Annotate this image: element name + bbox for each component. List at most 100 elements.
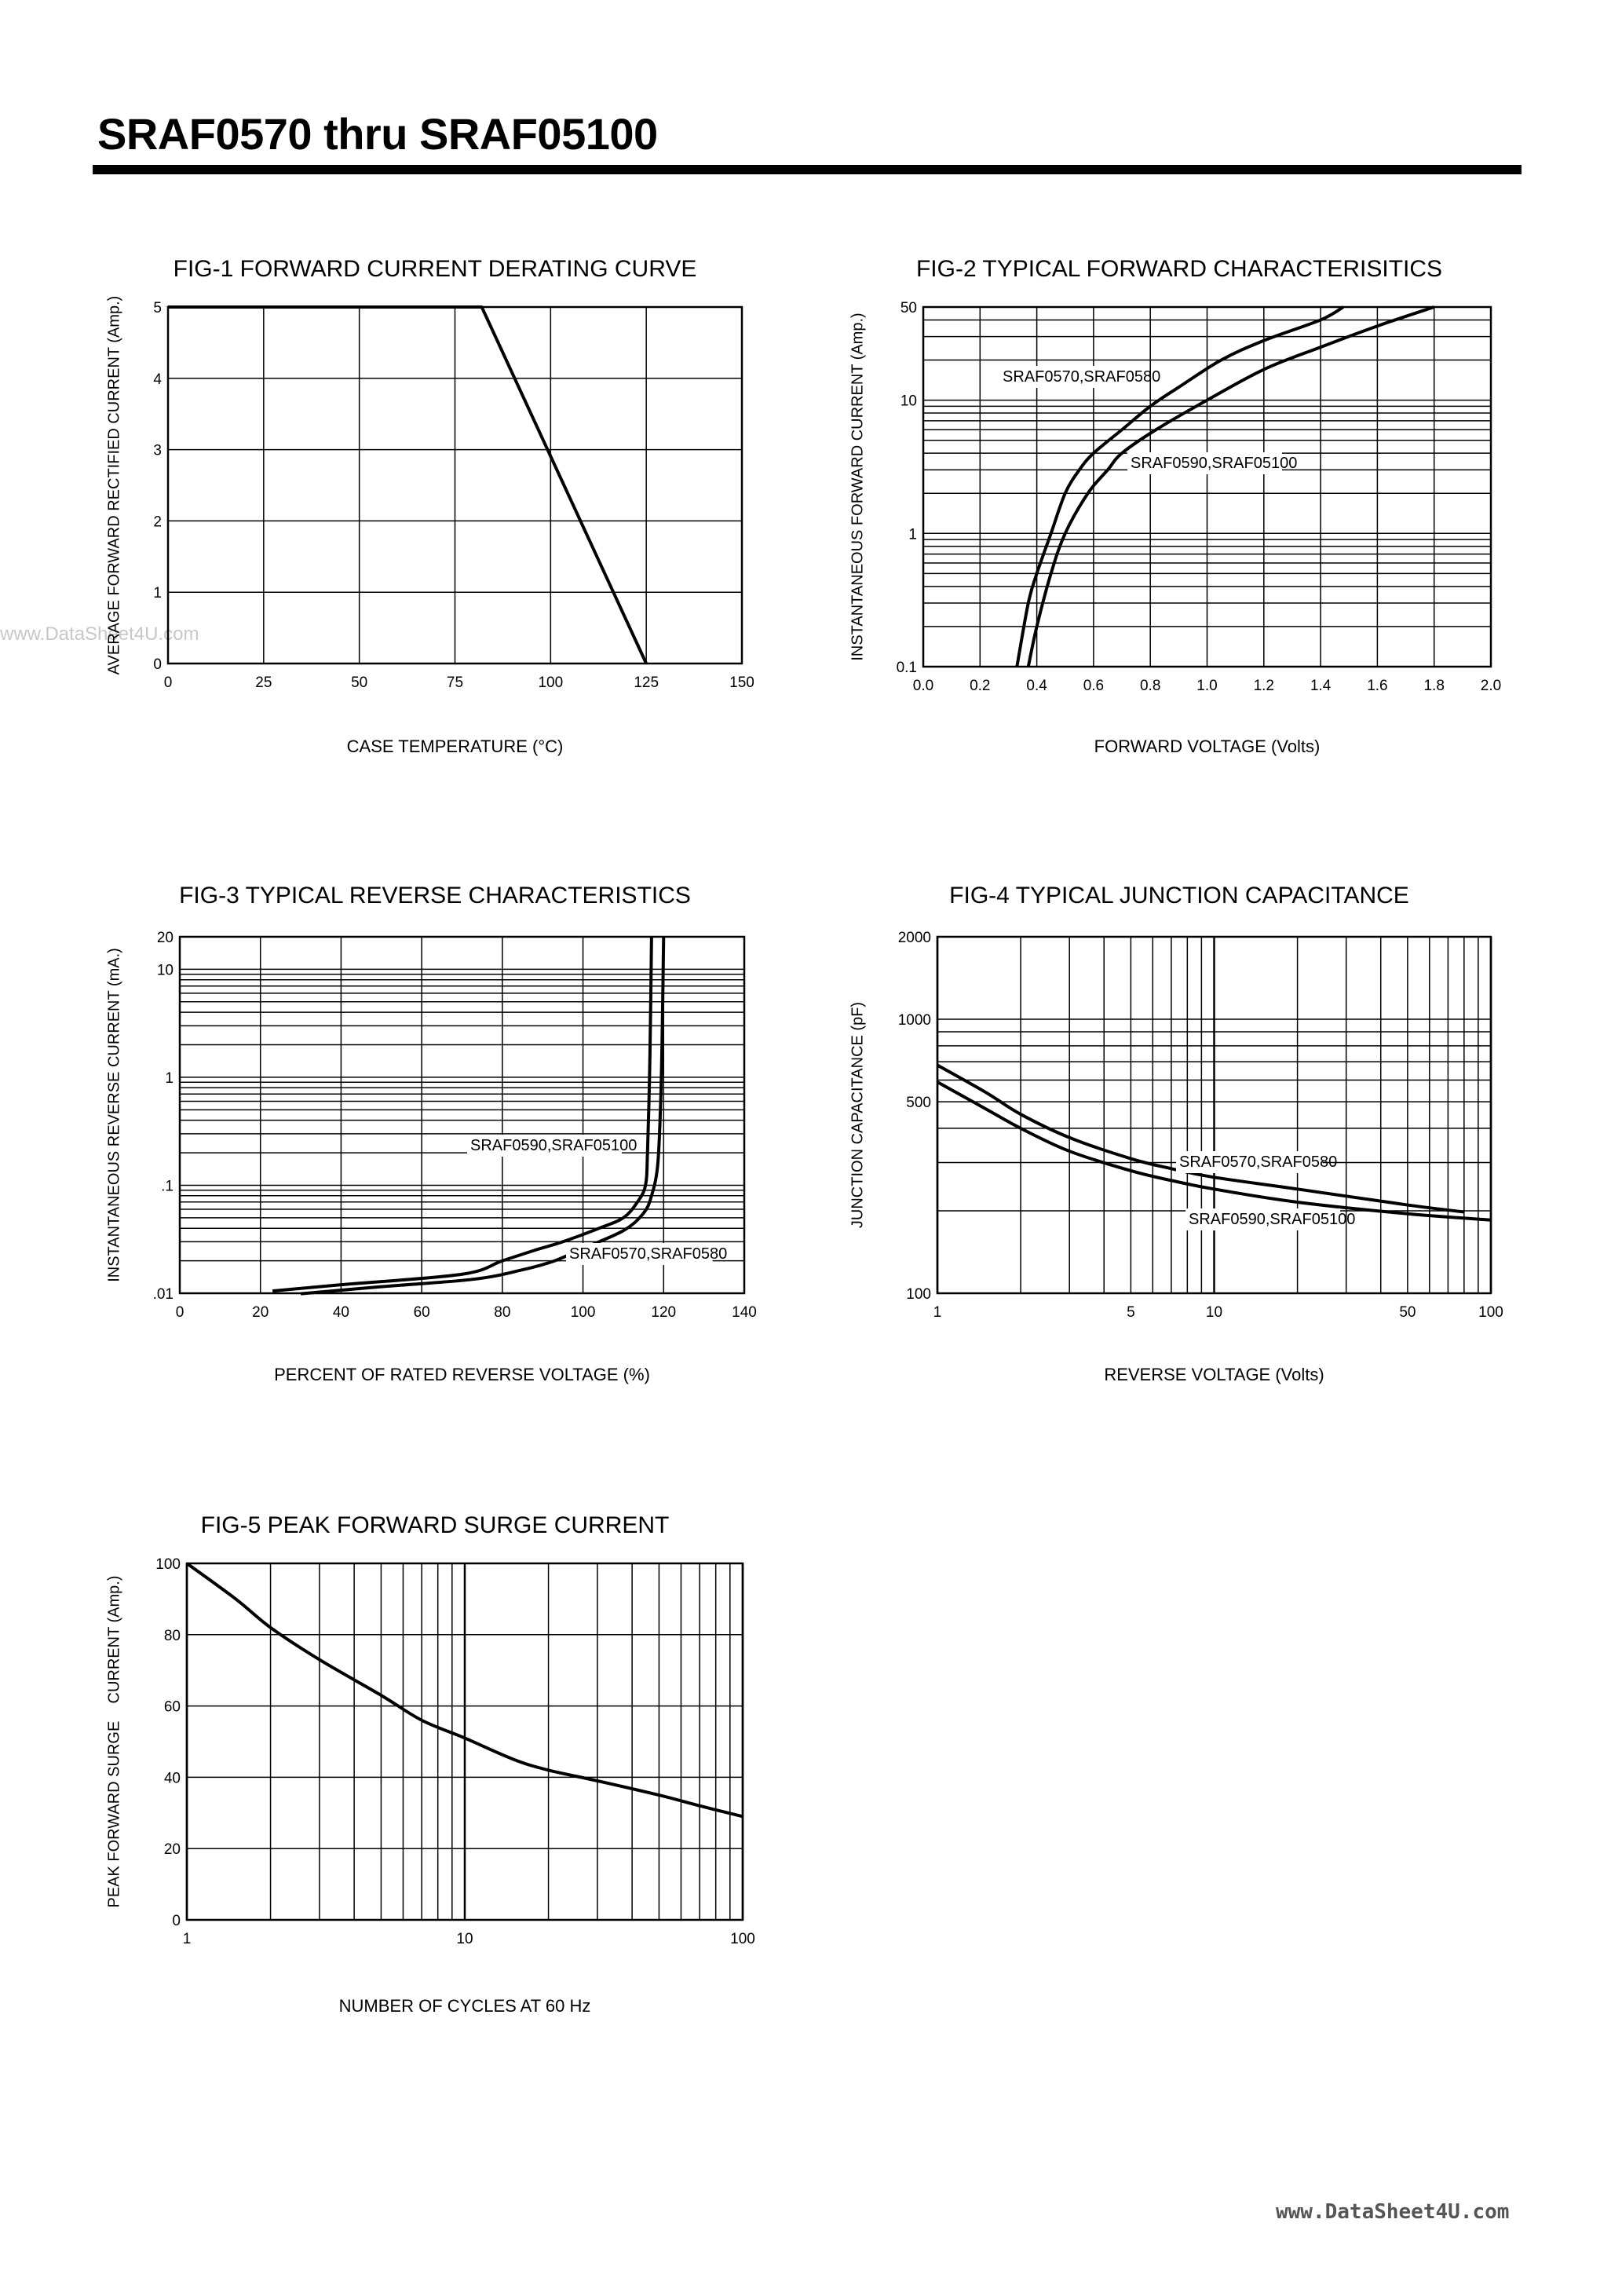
fig2-x-tick-label: 1.4: [1310, 678, 1332, 694]
fig2-x-tick-label: 0.8: [1140, 678, 1160, 694]
fig4-series-line-2: [937, 1080, 1492, 1222]
fig1-x-tick-label: 0: [164, 675, 173, 691]
fig3-x-tick-label: 140: [732, 1304, 757, 1321]
title-underline-bar: [93, 165, 1522, 174]
fig2-y-tick-label: 10: [901, 393, 917, 410]
fig1-y-tick-label: 3: [153, 443, 162, 459]
fig3-y-tick-label: 20: [157, 930, 174, 946]
fig2-x-tick-label: 0.4: [1026, 678, 1047, 694]
watermark-bottom-right: www.DataSheet4U.com: [1276, 2200, 1510, 2224]
fig4-title: FIG-4 TYPICAL JUNCTION CAPACITANCE: [949, 883, 1409, 909]
fig1-y-tick-label: 2: [153, 514, 162, 530]
fig2-x-tick-label: 1.8: [1423, 678, 1444, 694]
fig4-chart: 1 5 10 50 100 100 500 1000 2000 SRAF0570,SRAF0580…: [898, 930, 1503, 1321]
fig3-x-tick-label: 60: [414, 1304, 430, 1321]
fig5-y-tick-label: 100: [155, 1556, 181, 1573]
fig3-series-label: SRAF0570,SRAF0580: [569, 1245, 727, 1263]
fig2-series-line-1: [1015, 305, 1345, 667]
fig4-x-tick-label: 50: [1399, 1304, 1416, 1321]
fig1-x-tick-label: 25: [255, 675, 272, 691]
fig2-y-tick-label: 1: [908, 526, 917, 543]
fig4-series-line-1: [937, 1063, 1465, 1214]
fig2-x-tick-label: 2.0: [1481, 678, 1501, 694]
page-title: SRAF0570 thru SRAF05100: [97, 109, 658, 159]
fig1-x-tick-label: 50: [351, 675, 367, 691]
fig5-title: FIG-5 PEAK FORWARD SURGE CURRENT: [200, 1512, 670, 1538]
fig1-x-axis-label: CASE TEMPERATURE (°C): [346, 737, 564, 756]
fig1-x-tick-label: 100: [538, 675, 563, 691]
fig3-title: FIG-3 TYPICAL REVERSE CHARACTERISTICS: [179, 883, 691, 909]
fig2-series-label-bg: [999, 366, 1146, 388]
fig4-x-tick-label: 100: [1478, 1304, 1503, 1321]
fig1-x-tick-label: 125: [634, 675, 659, 691]
fig4-y-tick-label: 1000: [898, 1012, 931, 1029]
fig1-chart: 0 25 50 75 100 125 150 0 1 2 3 4 5: [153, 300, 754, 691]
fig1-title: FIG-1 FORWARD CURRENT DERATING CURVE: [173, 256, 697, 282]
fig3-series-line-1: [272, 936, 653, 1293]
fig5-plot-frame: [185, 1562, 744, 1921]
fig4-x-tick-label: 10: [1206, 1304, 1222, 1321]
fig1-x-tick-label: 75: [447, 675, 463, 691]
fig5-y-tick-label: 0: [172, 1913, 181, 1929]
fig1-x-tick-label: 150: [729, 675, 754, 691]
fig3-x-tick-label: 80: [494, 1304, 510, 1321]
fig4-x-tick-label: 1: [933, 1304, 942, 1321]
fig4-plot-frame: [936, 935, 1492, 1295]
fig3-x-tick-label: 100: [571, 1304, 596, 1321]
fig3-y-tick-label: 10: [157, 962, 174, 978]
fig2-chart: 0.0 0.2 0.4 0.6 0.8 1.0 1.2 1.4 1.6 1.8 2.0 0.1 1 10 5…: [897, 300, 1502, 694]
fig5-x-tick-label: 10: [456, 1931, 473, 1947]
fig1-series-line-1: [168, 305, 648, 664]
fig2-series-label: SRAF0570,SRAF0580: [1003, 368, 1160, 386]
fig3-x-tick-label: 0: [176, 1304, 184, 1321]
fig1-y-tick-label: 0: [153, 656, 162, 673]
fig2-x-axis-label: FORWARD VOLTAGE (Volts): [1094, 737, 1321, 756]
fig3-series-label-bg: [467, 1135, 622, 1157]
fig4-series-label-bg: [1185, 1208, 1340, 1230]
fig3-series-line-2: [300, 936, 666, 1296]
fig3-y-tick-label: .1: [161, 1178, 174, 1194]
fig5-y-tick-label: 40: [164, 1770, 181, 1786]
fig4-series-label: SRAF0570,SRAF0580: [1179, 1153, 1337, 1171]
fig4-x-tick-label: 5: [1127, 1304, 1135, 1321]
fig2-series-line-2: [1026, 305, 1435, 667]
fig5-chart: 1 10 100 0 20 40 60 80 100: [155, 1556, 755, 1947]
fig2-x-tick-label: 0.0: [913, 678, 933, 694]
fig2-x-tick-label: 1.6: [1367, 678, 1387, 694]
fig2-plot-frame: [922, 305, 1492, 668]
fig5-x-tick-label: 1: [183, 1931, 192, 1947]
fig3-series-label-bg: [566, 1243, 713, 1265]
fig3-y-tick-label: 1: [165, 1070, 174, 1087]
fig3-plot-frame: [178, 935, 746, 1295]
fig4-series-label-bg: [1176, 1151, 1323, 1173]
fig5-y-tick-label: 20: [164, 1841, 181, 1858]
fig2-x-tick-label: 0.6: [1083, 678, 1104, 694]
fig2-series-label: SRAF0590,SRAF05100: [1131, 455, 1297, 472]
fig3-x-tick-label: 40: [333, 1304, 349, 1321]
fig5-x-tick-label: 100: [730, 1931, 755, 1947]
fig4-y-tick-label: 100: [906, 1286, 931, 1303]
fig2-x-tick-label: 1.0: [1196, 678, 1217, 694]
fig3-y-tick-label: .01: [153, 1286, 174, 1303]
fig5-y-tick-label: 60: [164, 1699, 181, 1716]
fig4-series-label: SRAF0590,SRAF05100: [1189, 1211, 1355, 1228]
fig2-series-label-bg: [1127, 452, 1282, 474]
fig5-x-axis-label: NUMBER OF CYCLES AT 60 Hz: [338, 1996, 591, 2016]
fig2-x-tick-label: 0.2: [970, 678, 990, 694]
fig3-series-label: SRAF0590,SRAF05100: [470, 1137, 637, 1154]
fig5-y-tick-label: 80: [164, 1628, 181, 1644]
fig1-y-tick-label: 1: [153, 585, 162, 601]
fig4-y-tick-label: 500: [906, 1095, 931, 1111]
fig3-x-axis-label: PERCENT OF RATED REVERSE VOLTAGE (%): [274, 1365, 650, 1384]
fig2-y-tick-label: 50: [901, 300, 917, 316]
fig4-x-axis-label: REVERSE VOLTAGE (Volts): [1104, 1365, 1324, 1384]
fig2-title: FIG-2 TYPICAL FORWARD CHARACTERISITICS: [915, 256, 1443, 282]
fig4-y-tick-label: 2000: [898, 930, 931, 946]
watermark-left: www.DataSheet4U.com: [0, 623, 199, 645]
fig1-y-tick-label: 5: [153, 300, 162, 316]
fig1-y-tick-label: 4: [153, 371, 162, 388]
fig2-x-tick-label: 1.2: [1254, 678, 1274, 694]
fig5-series-line-1: [185, 1562, 743, 1819]
fig3-x-tick-label: 120: [651, 1304, 676, 1321]
